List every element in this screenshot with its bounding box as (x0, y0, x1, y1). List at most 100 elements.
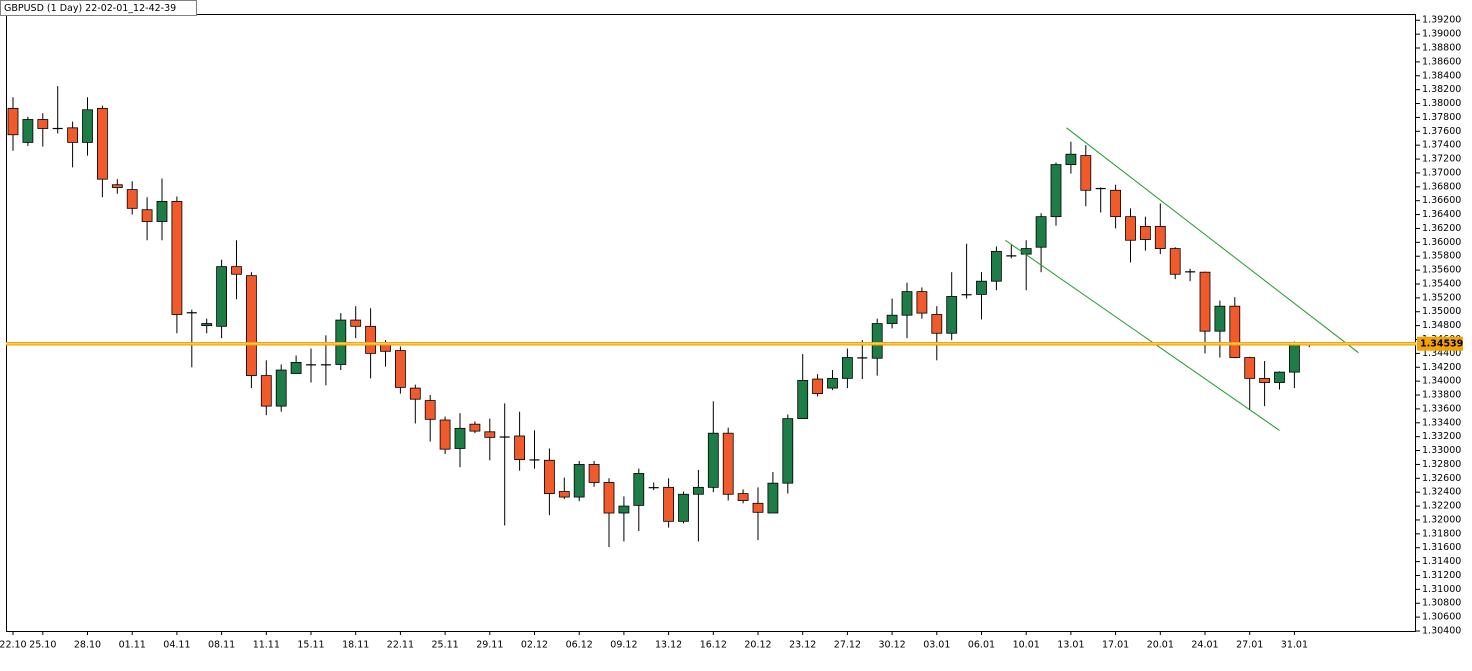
x-tick-label: 01.11 (119, 640, 146, 651)
candle-body (827, 377, 838, 389)
x-tick-label: 22.10 (0, 640, 27, 651)
candle-body (111, 184, 123, 188)
price-label: 1.34539 (1420, 339, 1463, 350)
candle-body (693, 486, 704, 495)
trend-line (1005, 239, 1280, 431)
y-tick-label: 1.35000 (1422, 306, 1461, 317)
chart-title: GBPUSD (1 Day) 22-02-01_12-42-39 (4, 3, 176, 14)
candle-body (1110, 189, 1121, 218)
x-tick-label: 16.12 (700, 640, 727, 651)
x-tick-label: 06.12 (566, 640, 593, 651)
candle-body (678, 493, 689, 522)
candle-body (1289, 344, 1300, 373)
y-tick-label: 1.32600 (1422, 473, 1461, 484)
y-tick-label: 1.31200 (1422, 570, 1461, 581)
y-tick-label: 1.30600 (1422, 612, 1461, 623)
candle-body (1065, 153, 1077, 166)
candle-body (1154, 225, 1166, 249)
candle-body (1035, 216, 1047, 248)
candle-body (544, 459, 555, 494)
candle-body (1274, 371, 1285, 383)
x-tick-label: 15.11 (297, 640, 324, 651)
y-tick-label: 1.31000 (1422, 584, 1461, 595)
candle-body (37, 119, 49, 129)
candle-body (871, 323, 883, 359)
x-tick-label: 25.10 (29, 640, 56, 651)
candle-body (1125, 216, 1136, 241)
y-tick-label: 1.33400 (1422, 417, 1461, 428)
y-tick-label: 1.35800 (1422, 251, 1461, 262)
candle-body (707, 432, 719, 488)
y-tick-label: 1.37600 (1422, 126, 1461, 137)
candle-body (767, 482, 779, 514)
y-tick-label: 1.36800 (1422, 181, 1461, 192)
y-tick-label: 1.32800 (1422, 459, 1461, 470)
y-tick-label: 1.35400 (1422, 278, 1461, 289)
y-tick-label: 1.36400 (1422, 209, 1461, 220)
y-tick-label: 1.37800 (1422, 112, 1461, 123)
y-tick-label: 1.34200 (1422, 362, 1461, 373)
y-tick-label: 1.36000 (1422, 237, 1461, 248)
y-tick-label: 1.33000 (1422, 445, 1461, 456)
x-tick-label: 31.01 (1281, 640, 1308, 651)
candle-body (82, 109, 93, 143)
candle-body (752, 502, 764, 513)
candle-body (484, 431, 496, 438)
x-tick-label: 18.11 (342, 640, 369, 651)
x-tick-label: 02.12 (521, 640, 548, 651)
y-tick-label: 1.38400 (1422, 70, 1461, 81)
title-box (0, 0, 197, 16)
y-tick-label: 1.31800 (1422, 528, 1461, 539)
candle-body (350, 319, 362, 327)
plot-frame (6, 14, 1416, 632)
x-tick-label: 25.11 (431, 640, 458, 651)
x-tick-label: 04.11 (163, 640, 190, 651)
x-tick-label: 30.12 (878, 640, 905, 651)
trend-line (1066, 127, 1359, 354)
x-tick-label: 27.01 (1236, 640, 1263, 651)
candle-body (976, 280, 987, 295)
y-tick-label: 1.38800 (1422, 43, 1461, 54)
y-tick-label: 1.32200 (1422, 501, 1461, 512)
candle-body (901, 291, 913, 316)
y-tick-label: 1.37000 (1422, 167, 1461, 178)
x-tick-label: 11.11 (253, 640, 280, 651)
y-tick-label: 1.39000 (1422, 29, 1461, 40)
candle-body (1169, 248, 1181, 275)
candle-body (886, 314, 898, 324)
candle-body (1214, 305, 1226, 332)
candle-body (22, 119, 34, 143)
x-tick-label: 13.12 (655, 640, 682, 651)
candle-body (424, 400, 436, 420)
x-tick-label: 10.01 (1013, 640, 1040, 651)
x-tick-label: 29.11 (476, 640, 503, 651)
y-tick-label: 1.34800 (1422, 320, 1461, 331)
y-tick-label: 1.39200 (1422, 15, 1461, 26)
candle-body (1020, 248, 1032, 255)
x-tick-label: 20.01 (1147, 640, 1174, 651)
y-tick-label: 1.31400 (1422, 556, 1461, 567)
candle-body (1199, 271, 1211, 332)
candle-body (394, 350, 406, 388)
y-tick-label: 1.33200 (1422, 431, 1461, 442)
candle-body (931, 314, 943, 334)
x-tick-label: 17.01 (1102, 640, 1129, 651)
y-tick-label: 1.33800 (1422, 390, 1461, 401)
candle-body (782, 418, 794, 484)
candle-body (171, 200, 183, 315)
x-tick-label: 28.10 (74, 640, 101, 651)
x-tick-label: 24.01 (1191, 640, 1218, 651)
y-tick-label: 1.37400 (1422, 140, 1461, 151)
y-tick-label: 1.38200 (1422, 84, 1461, 95)
candle-body (409, 387, 421, 400)
candle-body (365, 325, 377, 354)
y-tick-label: 1.38600 (1422, 56, 1461, 67)
candle-body (1080, 155, 1092, 191)
candle-body (842, 357, 853, 379)
y-tick-label: 1.30800 (1422, 598, 1461, 609)
y-tick-label: 1.38000 (1422, 98, 1461, 109)
y-tick-label: 1.34400 (1422, 348, 1461, 359)
candle-body (156, 200, 168, 222)
